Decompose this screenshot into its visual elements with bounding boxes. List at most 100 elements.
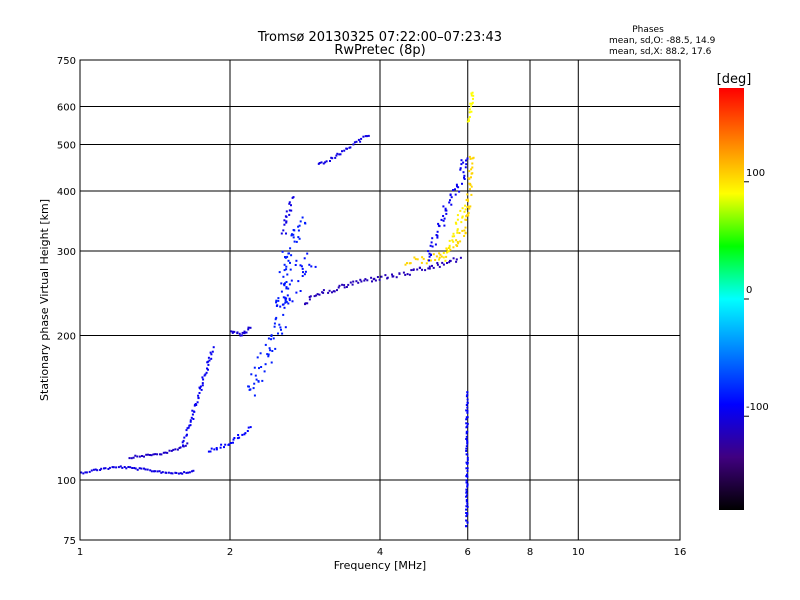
echo-point xyxy=(246,430,249,432)
echo-point xyxy=(295,240,298,243)
echo-point xyxy=(421,256,424,259)
echo-point xyxy=(466,439,469,442)
echo-point xyxy=(448,246,451,249)
echo-point xyxy=(247,426,250,429)
echo-point xyxy=(460,221,463,224)
echo-point xyxy=(442,215,445,217)
echo-point xyxy=(283,223,286,226)
echo-point xyxy=(243,433,246,436)
echo-point xyxy=(442,252,445,254)
echo-point xyxy=(238,436,241,439)
echo-point xyxy=(428,259,430,262)
echo-point xyxy=(440,218,443,221)
echo-point xyxy=(186,442,189,445)
echo-point xyxy=(313,295,316,298)
echo-point xyxy=(466,467,469,470)
echo-point xyxy=(183,471,186,474)
echo-point xyxy=(465,488,468,491)
echo-point xyxy=(207,368,209,371)
echo-point xyxy=(269,349,272,352)
echo-point xyxy=(103,467,105,470)
echo-point xyxy=(207,360,210,363)
echo-point xyxy=(442,263,445,266)
echo-point xyxy=(316,293,319,296)
echo-point xyxy=(147,453,149,456)
echo-point xyxy=(187,426,190,429)
echo-point xyxy=(470,105,473,108)
echo-point xyxy=(292,229,295,231)
echo-point xyxy=(306,252,309,255)
echo-point xyxy=(254,374,257,377)
echo-point xyxy=(241,334,244,337)
echo-point xyxy=(471,166,474,169)
echo-point xyxy=(339,153,342,156)
echo-point xyxy=(304,302,307,305)
echo-point xyxy=(367,134,370,137)
echo-point xyxy=(308,263,311,266)
echo-point xyxy=(140,467,143,470)
echo-point xyxy=(264,363,267,366)
echo-point xyxy=(302,271,304,274)
echo-point xyxy=(322,289,325,292)
echo-point xyxy=(466,198,469,201)
echo-point xyxy=(464,208,467,211)
echo-point xyxy=(464,204,467,207)
echo-point xyxy=(468,170,471,173)
echo-point xyxy=(170,449,173,452)
echo-point xyxy=(395,276,398,279)
echo-point xyxy=(177,472,180,475)
echo-point xyxy=(322,291,325,294)
echo-point xyxy=(154,453,157,456)
echo-point xyxy=(297,280,300,283)
echo-point xyxy=(162,451,165,454)
echo-point xyxy=(287,259,290,262)
echo-point xyxy=(463,229,466,232)
echo-point xyxy=(144,468,147,471)
echo-point xyxy=(429,244,432,247)
echo-point xyxy=(465,495,468,498)
echo-point xyxy=(285,287,288,290)
echo-point xyxy=(461,216,464,219)
echo-point xyxy=(201,376,204,379)
echo-point xyxy=(424,269,427,272)
echo-point xyxy=(127,466,130,468)
echo-point xyxy=(130,457,133,460)
y-tick-label: 500 xyxy=(57,141,76,152)
echo-point xyxy=(380,275,383,278)
echo-point xyxy=(470,110,473,113)
echo-point xyxy=(291,300,294,303)
echo-point xyxy=(435,255,438,258)
echo-point xyxy=(331,291,333,294)
echo-point xyxy=(150,454,153,457)
y-tick-label: 750 xyxy=(57,56,76,67)
echo-point xyxy=(257,380,260,383)
echo-point xyxy=(300,265,303,268)
echo-point xyxy=(409,262,412,265)
echo-point xyxy=(465,445,468,448)
echo-point xyxy=(466,441,469,444)
echo-point xyxy=(463,174,466,177)
echo-point xyxy=(182,444,184,447)
echo-point xyxy=(223,446,225,449)
echo-point xyxy=(413,256,416,259)
echo-point xyxy=(471,162,474,165)
echo-point xyxy=(466,391,469,394)
echo-point xyxy=(470,94,473,97)
echo-point xyxy=(196,401,199,404)
echo-point xyxy=(171,472,174,475)
echo-point xyxy=(143,455,145,458)
echo-point xyxy=(465,453,468,456)
echo-point xyxy=(243,330,246,333)
echo-point xyxy=(261,379,264,382)
echo-point xyxy=(282,275,285,278)
echo-point xyxy=(181,472,184,475)
echo-point xyxy=(459,240,462,243)
echo-point xyxy=(279,326,282,329)
echo-point xyxy=(472,97,474,100)
echo-point xyxy=(201,382,204,385)
echo-point xyxy=(239,334,242,337)
echo-point xyxy=(301,216,304,219)
echo-point xyxy=(293,240,296,243)
echo-point xyxy=(272,337,275,340)
echo-point xyxy=(282,296,285,299)
